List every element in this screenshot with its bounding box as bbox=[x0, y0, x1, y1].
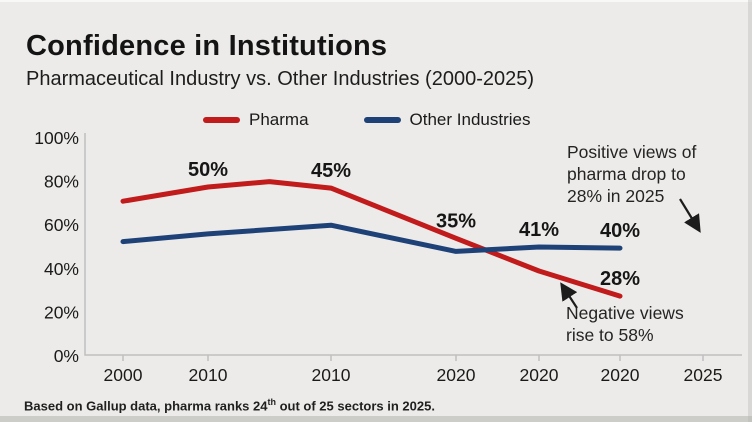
y-tick-label: 60% bbox=[44, 215, 79, 235]
y-tick-label: 0% bbox=[54, 346, 79, 366]
y-tick-label: 80% bbox=[44, 172, 79, 192]
legend-item-other-industries: Other Industries bbox=[363, 110, 531, 130]
y-tick-label: 20% bbox=[44, 302, 79, 322]
y-tick-label: 100% bbox=[34, 128, 79, 148]
y-tick-label: 40% bbox=[44, 259, 79, 279]
page-title: Confidence in Institutions bbox=[26, 30, 388, 62]
x-tick-label: 2020 bbox=[520, 365, 559, 385]
series-line-other-industries bbox=[120, 222, 623, 254]
data-label: 40% bbox=[600, 220, 640, 242]
x-tick-label: 2010 bbox=[312, 365, 351, 385]
x-tick-label: 2025 bbox=[684, 365, 723, 385]
pharma-line-swatch-icon bbox=[203, 117, 240, 123]
legend-label: Other Industries bbox=[409, 110, 531, 129]
chart-legend: Pharma Other Industries bbox=[203, 108, 530, 132]
data-label: 28% bbox=[600, 268, 640, 290]
series-line-pharma bbox=[120, 179, 623, 299]
legend-label: Pharma bbox=[249, 110, 309, 129]
footnote-text: out of 25 sectors in 2025. bbox=[275, 398, 435, 414]
data-label: 41% bbox=[519, 219, 559, 241]
data-label: 35% bbox=[436, 210, 476, 232]
source-footnote: Based on Gallup data, pharma ranks 24th … bbox=[24, 397, 435, 413]
annotation-positive-views: Positive views of pharma drop to 28% in … bbox=[567, 142, 697, 206]
x-tick-label: 2010 bbox=[189, 365, 228, 385]
page-subtitle: Pharmaceutical Industry vs. Other Indust… bbox=[26, 68, 535, 90]
annotation-negative-views: Negative views rise to 58% bbox=[566, 303, 684, 345]
annotation-arrow bbox=[560, 282, 578, 309]
axis-lines bbox=[84, 133, 742, 356]
annotation-arrow bbox=[679, 198, 701, 233]
data-label: 45% bbox=[311, 160, 351, 182]
x-tick-label: 2020 bbox=[601, 365, 640, 385]
footnote-superscript: th bbox=[267, 397, 276, 407]
other-industries-line-swatch-icon bbox=[363, 117, 401, 123]
x-tick-label: 2000 bbox=[104, 365, 143, 385]
data-label: 50% bbox=[188, 159, 228, 181]
footnote-text: Based on Gallup data, pharma ranks 24 bbox=[24, 398, 268, 414]
x-tick-label: 2020 bbox=[437, 365, 476, 385]
legend-item-pharma: Pharma bbox=[203, 110, 309, 130]
